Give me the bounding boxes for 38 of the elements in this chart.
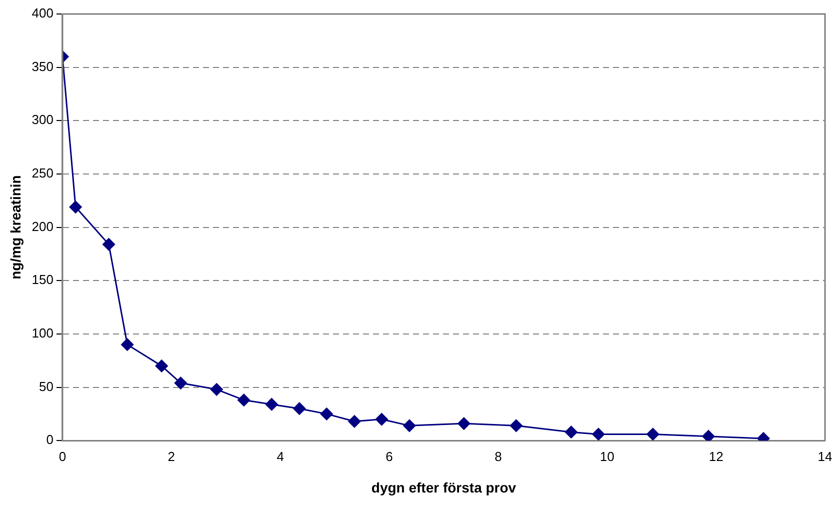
y-axis-title: ng/mg kreatinin [7, 175, 24, 280]
x-tick-label: 2 [168, 448, 176, 464]
point [403, 419, 416, 432]
point [102, 238, 116, 251]
point [458, 417, 470, 430]
y-tick-label: 0 [46, 432, 54, 448]
y-tick-label: 50 [39, 378, 54, 394]
point [121, 338, 134, 351]
point [238, 394, 250, 406]
x-tick-label: 12 [708, 448, 724, 464]
point [592, 428, 605, 440]
x-axis-title: dygn efter första prov [371, 479, 516, 496]
point [348, 415, 361, 428]
point [320, 408, 333, 420]
point [155, 360, 168, 372]
point [293, 402, 306, 415]
x-tick-label: 8 [494, 448, 502, 464]
point [646, 428, 660, 440]
y-tick-label: 300 [32, 112, 54, 128]
x-tick-label: 4 [276, 448, 284, 464]
point [265, 398, 278, 411]
y-tick-label: 150 [32, 272, 54, 288]
x-tick-label: 10 [600, 448, 614, 464]
x-tick-label: 14 [818, 448, 832, 464]
point [510, 419, 522, 432]
y-tick-label: 200 [32, 218, 54, 234]
y-tick-label: 250 [32, 166, 54, 181]
x-tick-label: 0 [58, 448, 66, 464]
y-tick-label: 100 [32, 326, 54, 341]
y-tick-label: 350 [32, 58, 54, 74]
point [564, 426, 578, 438]
point [69, 200, 82, 214]
point [210, 383, 223, 396]
point [174, 376, 187, 390]
x-tick-label: 6 [386, 448, 393, 464]
y-tick-label: 400 [32, 6, 54, 21]
point [375, 413, 388, 426]
point [702, 430, 715, 441]
